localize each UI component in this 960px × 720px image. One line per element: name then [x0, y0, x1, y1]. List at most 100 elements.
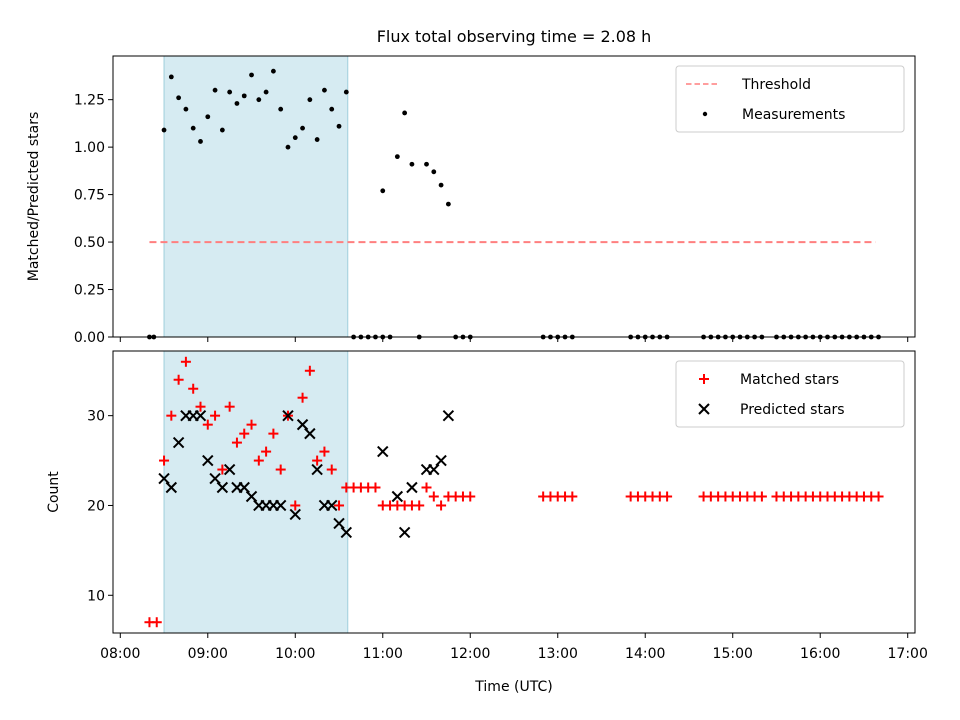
measurement-point — [278, 106, 284, 112]
legend-predicted-marker — [698, 403, 710, 415]
measurement-point — [424, 161, 429, 167]
matched-star-point — [231, 437, 242, 448]
matched-star-point — [224, 401, 235, 412]
ratio-panel: 0.00 0.25 0.50 0.75 1.00 1.25 Flux total obse… — [26, 27, 916, 346]
x-tick-label: 10:00 — [275, 646, 315, 662]
matched-star-point — [202, 419, 213, 430]
matched-star-point — [253, 455, 264, 466]
y-tick-label: 0.00 — [74, 330, 105, 346]
measurement-point — [300, 125, 305, 131]
measurement-point — [190, 125, 196, 131]
matched-star-point — [173, 374, 184, 385]
legend-measurements-label: Measurements — [742, 107, 845, 123]
measurement-point — [212, 87, 218, 93]
matched-star-point — [465, 491, 476, 502]
y-tick-label: 1.00 — [74, 140, 105, 156]
x-tick-label: 12:00 — [450, 646, 490, 662]
measurement-point — [263, 89, 269, 95]
matched-star-point — [159, 455, 170, 466]
predicted-star-point — [158, 472, 170, 485]
measurement-point — [285, 144, 291, 150]
legend-predicted-label: Predicted stars — [740, 402, 845, 418]
matched-star-point — [304, 365, 315, 376]
measurement-point — [249, 72, 254, 78]
measurement-point — [380, 188, 386, 194]
matched-star-point — [275, 464, 286, 475]
measurement-point — [438, 182, 444, 188]
matched-star-point — [210, 410, 221, 421]
ratio-axes-frame — [112, 55, 916, 338]
count-x-ticks: 08:00 09:00 10:00 11:00 12:00 13:00 14:00 15:00… — [100, 633, 928, 662]
predicted-star-point — [238, 481, 250, 494]
measurement-point — [198, 139, 203, 144]
predicted-star-point — [216, 481, 229, 494]
legend-measurements-marker — [702, 111, 708, 117]
legend-threshold-label: Threshold — [741, 77, 811, 93]
matched-star-point — [239, 428, 250, 439]
y-tick-label: 1.25 — [74, 93, 105, 109]
matched-star-point — [421, 482, 432, 493]
legend-plus-glyph — [699, 374, 709, 384]
matched-star-point — [428, 491, 439, 502]
measurement-point — [168, 74, 174, 80]
ratio-series — [147, 68, 881, 340]
y-tick-label: 0.75 — [74, 188, 105, 204]
ratio-y-axis-label: Matched/Predicted stars — [26, 112, 42, 282]
x-tick-label: 11:00 — [363, 646, 403, 662]
chart-title: Flux total observing time = 2.08 h — [377, 27, 652, 46]
y-tick-label: 0.25 — [74, 283, 105, 299]
predicted-star-point — [245, 490, 258, 503]
matched-star-point — [151, 617, 162, 628]
count-legend: Matched stars Predicted stars — [675, 360, 905, 428]
x-tick-label: 08:00 — [100, 646, 140, 662]
predicted-star-point — [296, 418, 309, 431]
predicted-star-point — [172, 436, 185, 449]
matched-star-point — [312, 455, 323, 466]
predicted-star-point — [202, 454, 214, 467]
measurement-point — [292, 135, 298, 141]
measurement-point — [256, 97, 262, 103]
observing-window-span — [163, 55, 349, 338]
measurement-point — [431, 169, 437, 175]
predicted-star-point — [442, 409, 455, 422]
predicted-star-point — [377, 445, 389, 458]
matched-star-point — [188, 383, 199, 394]
measurement-point — [445, 201, 451, 207]
x-tick-label: 16:00 — [800, 646, 840, 662]
measurement-point — [343, 89, 349, 95]
predicted-star-point — [428, 463, 440, 476]
matched-star-point — [370, 482, 381, 493]
measurement-point — [336, 123, 342, 129]
matched-star-point — [261, 446, 272, 457]
matched-star-point — [195, 401, 206, 412]
matched-star-point — [567, 491, 578, 502]
predicted-star-point — [165, 481, 178, 494]
predicted-star-point — [223, 463, 236, 476]
x-tick-label: 09:00 — [188, 646, 228, 662]
predicted-star-point — [435, 454, 447, 467]
legend-x-glyph — [698, 403, 710, 415]
y-tick-label: 20 — [87, 498, 105, 514]
x-axis-label: Time (UTC) — [474, 679, 552, 695]
matched-star-point — [756, 491, 767, 502]
x-tick-label: 14:00 — [625, 646, 665, 662]
x-tick-label: 17:00 — [888, 646, 928, 662]
y-tick-label: 30 — [87, 409, 105, 425]
matched-star-point — [246, 419, 257, 430]
measurement-point — [402, 110, 408, 116]
predicted-star-point — [274, 499, 287, 512]
predicted-star-point — [391, 490, 404, 503]
matched-star-point — [326, 464, 337, 475]
ratio-legend: Threshold Measurements — [675, 65, 905, 133]
x-tick-label: 15:00 — [713, 646, 753, 662]
count-axes-frame — [112, 350, 916, 634]
measurement-point — [394, 154, 400, 160]
matched-star-point — [290, 500, 301, 511]
matched-star-point — [662, 491, 673, 502]
matched-star-point — [217, 464, 228, 475]
count-y-ticks: 10 20 30 — [87, 409, 113, 604]
measurement-point — [227, 89, 233, 95]
predicted-star-point — [304, 427, 316, 440]
ratio-y-ticks: 0.00 0.25 0.50 0.75 1.00 1.25 — [74, 93, 113, 346]
